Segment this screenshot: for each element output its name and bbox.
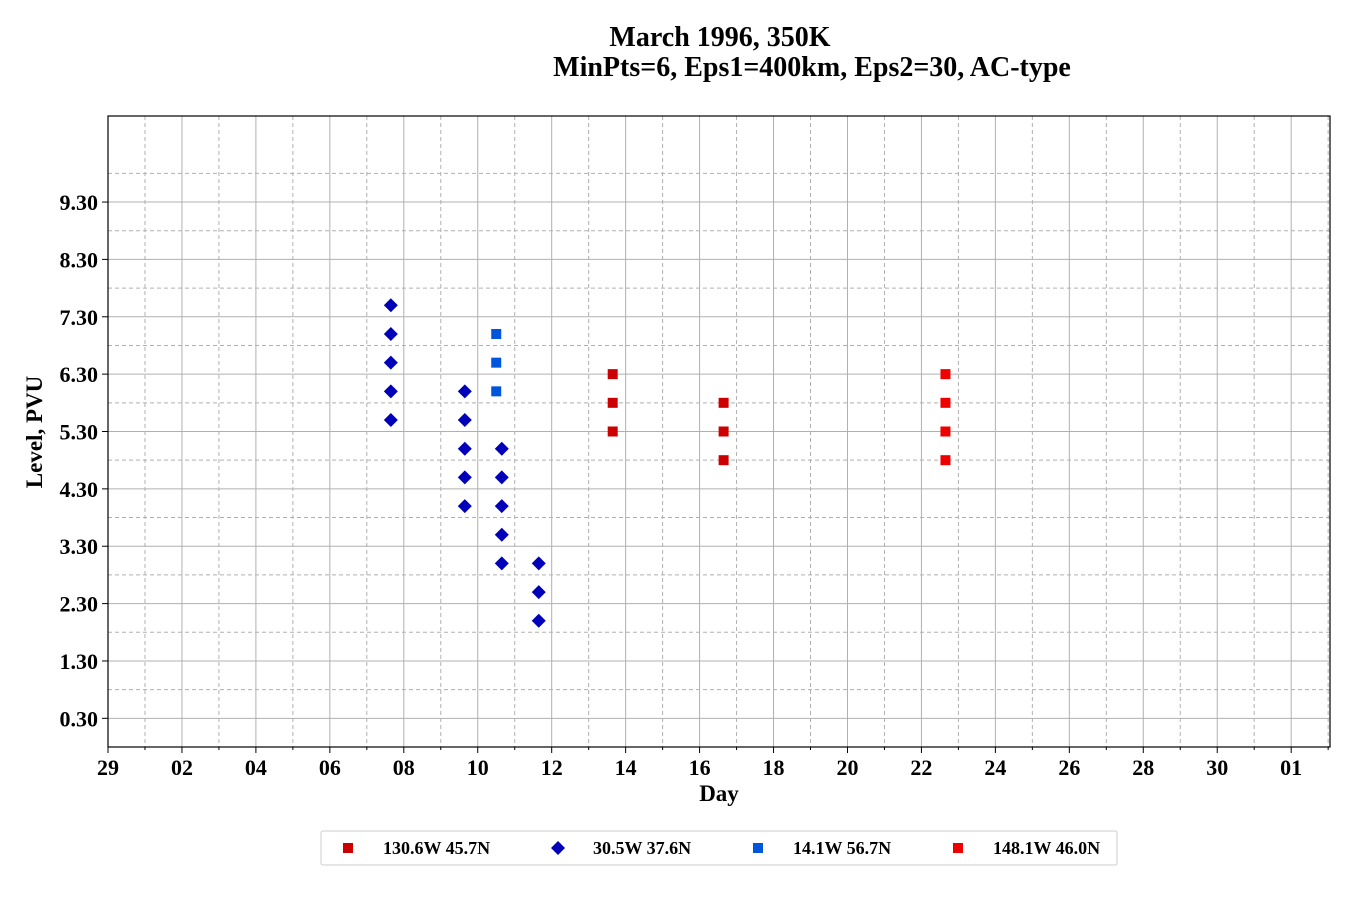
data-point-series-2 — [383, 355, 398, 370]
x-tick-label: 29 — [97, 755, 119, 780]
y-axis-label: Level, PVU — [22, 375, 47, 488]
y-tick-label: 5.30 — [60, 420, 99, 445]
data-point-series-2 — [494, 470, 509, 485]
y-tick-label: 1.30 — [60, 649, 99, 674]
x-tick-label: 20 — [836, 755, 858, 780]
data-point-series-2 — [494, 499, 509, 514]
data-point-series-2 — [457, 499, 472, 514]
y-tick-label: 0.30 — [60, 706, 99, 731]
data-point-series-1 — [718, 397, 729, 408]
chart-title-line-1: March 1996, 350K — [609, 22, 830, 53]
data-point-series-4 — [940, 426, 951, 437]
x-tick-label: 22 — [910, 755, 932, 780]
x-tick-label: 02 — [171, 755, 193, 780]
y-tick-label: 8.30 — [60, 247, 99, 272]
data-point-series-3 — [491, 328, 502, 339]
chart-title-line-2: MinPts=6, Eps1=400km, Eps2=30, AC-type — [553, 52, 1071, 83]
legend-marker-2 — [551, 841, 565, 855]
y-tick-label: 7.30 — [60, 305, 99, 330]
data-point-series-3 — [491, 357, 502, 368]
x-tick-label: 12 — [541, 755, 563, 780]
x-tick-label: 18 — [763, 755, 785, 780]
x-tick-label: 01 — [1280, 755, 1302, 780]
data-point-series-3 — [491, 386, 502, 397]
data-point-series-1 — [607, 397, 618, 408]
data-point-series-1 — [607, 426, 618, 437]
data-point-series-2 — [494, 527, 509, 542]
x-tick-label: 14 — [615, 755, 637, 780]
data-point-series-1 — [607, 369, 618, 380]
data-point-series-2 — [457, 470, 472, 485]
legend-label-3: 14.1W 56.7N — [793, 838, 891, 858]
x-tick-label: 26 — [1058, 755, 1080, 780]
y-tick-label: 6.30 — [60, 362, 99, 387]
x-tick-label: 28 — [1132, 755, 1154, 780]
legend-marker-1 — [343, 843, 353, 853]
y-tick-label: 4.30 — [60, 477, 99, 502]
x-tick-label: 30 — [1206, 755, 1228, 780]
y-tick-label: 3.30 — [60, 534, 99, 559]
data-point-series-2 — [457, 384, 472, 399]
grid — [107, 116, 1330, 747]
data-point-series-2 — [494, 556, 509, 571]
data-point-series-1 — [718, 426, 729, 437]
legend-marker-3 — [753, 843, 763, 853]
data-point-series-2 — [383, 326, 398, 341]
legend-marker-4 — [953, 843, 963, 853]
legend-box — [320, 830, 1118, 866]
x-tick-label: 06 — [319, 755, 341, 780]
x-tick-label: 10 — [467, 755, 489, 780]
data-point-series-2 — [531, 556, 546, 571]
data-points — [383, 298, 951, 628]
legend-label-2: 30.5W 37.6N — [593, 838, 691, 858]
data-point-series-2 — [531, 613, 546, 628]
data-point-series-2 — [531, 585, 546, 600]
legend-label-4: 148.1W 46.0N — [993, 838, 1100, 858]
data-point-series-2 — [457, 441, 472, 456]
data-point-series-2 — [383, 298, 398, 313]
data-point-series-2 — [457, 413, 472, 428]
legend: 130.6W 45.7N 30.5W 37.6N 14.1W 56.7N 148.1W… — [320, 830, 1118, 866]
data-point-series-2 — [383, 384, 398, 399]
x-tick-label: 08 — [393, 755, 415, 780]
data-point-series-4 — [940, 455, 951, 466]
data-point-series-1 — [718, 455, 729, 466]
data-point-series-2 — [383, 413, 398, 428]
y-tick-label: 9.30 — [60, 190, 99, 215]
axis-ticks: 0.30 1.30 2.30 3.30 4.30 5.30 6.30 7.30 8.30 9.30… — [60, 190, 1329, 780]
legend-label-1: 130.6W 45.7N — [383, 838, 490, 858]
data-point-series-2 — [494, 441, 509, 456]
x-tick-label: 24 — [984, 755, 1006, 780]
data-point-series-4 — [940, 397, 951, 408]
y-tick-label: 2.30 — [60, 592, 99, 617]
x-axis-label: Day — [699, 781, 739, 806]
data-point-series-4 — [940, 369, 951, 380]
x-tick-label: 04 — [245, 755, 267, 780]
x-tick-label: 16 — [689, 755, 711, 780]
